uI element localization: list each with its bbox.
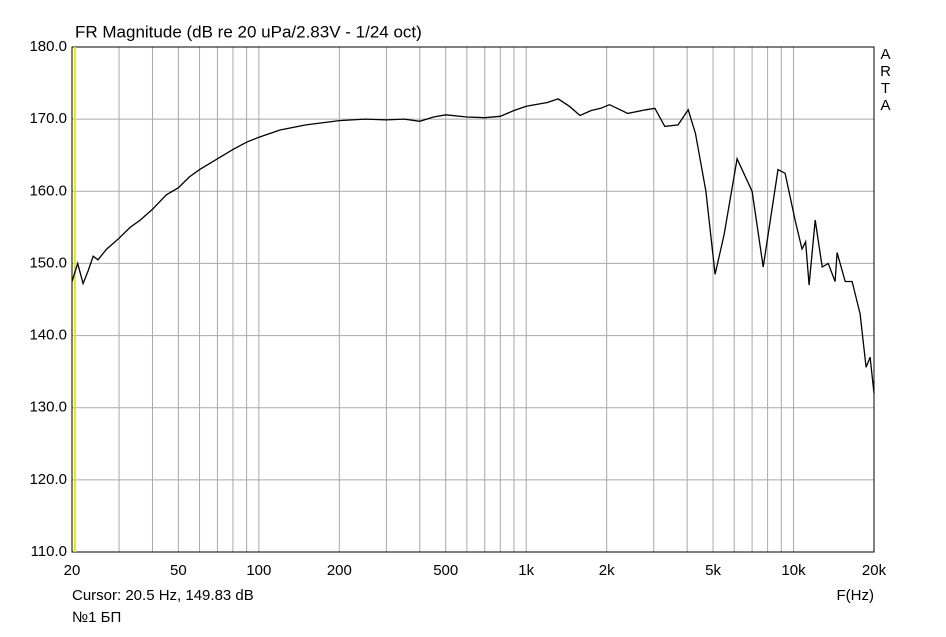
x-tick-label: 2k	[599, 562, 615, 579]
y-tick-label: 130.0	[29, 399, 67, 416]
x-tick-label: 1k	[518, 562, 534, 579]
x-tick-label: 20	[64, 562, 81, 579]
cursor-readout: Cursor: 20.5 Hz, 149.83 dB	[72, 587, 254, 604]
y-tick-label: 120.0	[29, 471, 67, 488]
watermark: ARTA	[877, 46, 894, 114]
y-tick-label: 150.0	[29, 254, 67, 271]
plot-frame	[71, 46, 875, 553]
y-tick-label: 110.0	[31, 543, 67, 560]
y-tick-label: 170.0	[29, 110, 67, 127]
x-tick-label: 500	[433, 562, 458, 579]
x-tick-label: 100	[246, 562, 271, 579]
x-tick-label: 10k	[781, 562, 806, 579]
y-tick-label: 180.0	[29, 38, 67, 55]
fr-curve	[71, 98, 875, 394]
footer: №1 БП	[72, 609, 121, 626]
y-tick-label: 160.0	[29, 182, 67, 199]
x-tick-label: 200	[327, 562, 352, 579]
y-tick-label: 140.0	[29, 327, 67, 344]
x-tick-label: 50	[170, 562, 187, 579]
chart-title: FR Magnitude (dB re 20 uPa/2.83V - 1/24 …	[75, 22, 422, 41]
x-tick-label: 20k	[862, 562, 887, 579]
x-tick-label: 5k	[705, 562, 721, 579]
x-axis-label: F(Hz)	[837, 587, 875, 604]
